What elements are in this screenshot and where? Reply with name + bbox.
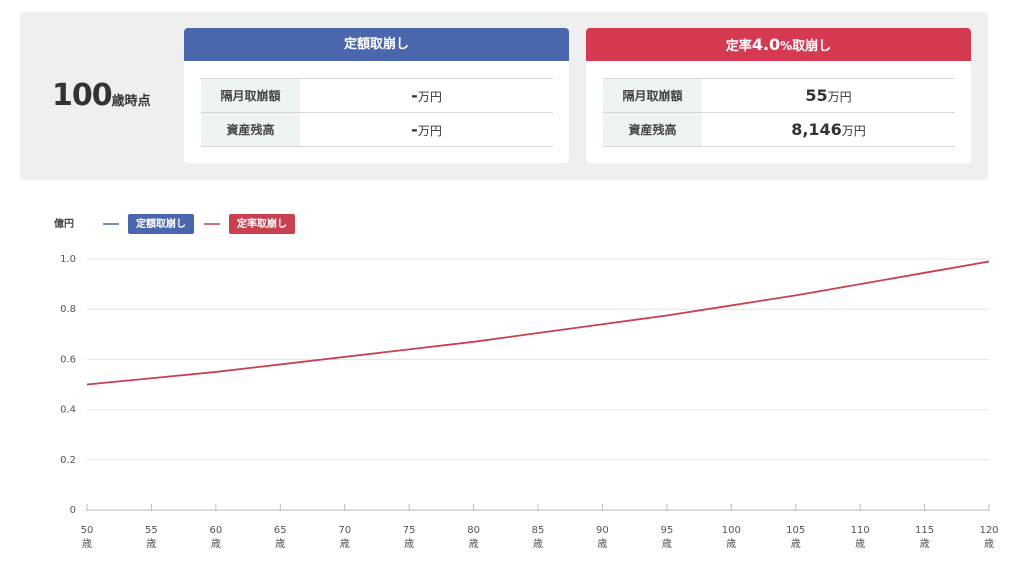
x-tick-label: 120	[979, 525, 998, 536]
x-tick-label: 80	[467, 525, 480, 536]
y-tick-label: 0.6	[60, 354, 76, 365]
row-value: 8,146万円	[702, 112, 955, 147]
row-value: -万円	[300, 78, 553, 113]
x-tick-unit: 歳	[662, 538, 672, 550]
title-part: 定率	[725, 39, 752, 54]
y-tick-label: 0	[70, 505, 76, 516]
x-tick-unit: 歳	[726, 538, 736, 550]
x-tick-label: 55	[145, 525, 158, 536]
series-line	[86, 260, 990, 386]
unit: 万円	[841, 124, 866, 138]
x-tick-label: 115	[915, 525, 934, 536]
value: 8,146	[791, 120, 842, 139]
x-tick-unit: 歳	[533, 538, 543, 550]
x-tick-unit: 歳	[469, 538, 479, 550]
x-tick-label: 100	[722, 525, 741, 536]
legend-badge	[229, 214, 295, 234]
card: 定額取崩し 隔月取崩額 -万円 資産残高 -万円	[184, 28, 569, 163]
card-title: 定額取崩し	[343, 37, 409, 52]
title-part: 取崩し	[792, 39, 832, 54]
x-tick-label: 105	[786, 525, 805, 536]
row-value: 55万円	[702, 78, 955, 113]
x-tick-unit: 歳	[275, 538, 285, 550]
legend-label: 定額取崩し	[136, 217, 186, 230]
row-label: 資産残高	[603, 112, 702, 147]
y-tick-label: 1.0	[60, 254, 76, 265]
row-value: -万円	[300, 112, 553, 147]
x-tick-label: 50	[81, 525, 94, 536]
card-table: 隔月取崩額 -万円 資産残高 -万円	[201, 78, 553, 147]
row-label: 資産残高	[201, 112, 300, 147]
x-tick-label: 85	[532, 525, 545, 536]
x-tick-label: 60	[209, 525, 222, 536]
x-tick-unit: 歳	[340, 538, 350, 550]
x-tick-unit: 歳	[211, 538, 221, 550]
y-axis-label: 億円	[54, 217, 74, 230]
x-tick-unit: 歳	[920, 538, 930, 550]
x-tick-unit: 歳	[82, 538, 92, 550]
value: 55	[805, 86, 828, 105]
value: -	[411, 86, 418, 105]
x-tick-label: 75	[403, 525, 416, 536]
x-tick-label: 95	[660, 525, 673, 536]
y-tick-label: 0.2	[60, 455, 76, 466]
y-tick-label: 0.4	[60, 405, 76, 416]
x-tick-label: 65	[274, 525, 287, 536]
card-header: 定率4.0%取崩し	[586, 28, 971, 61]
card-header: 定額取崩し	[184, 28, 569, 61]
value: -	[411, 120, 418, 139]
row-label: 隔月取崩額	[603, 78, 702, 113]
age-suffix: 歳時点	[111, 94, 151, 109]
x-tick-unit: 歳	[984, 538, 994, 550]
x-tick-unit: 歳	[855, 538, 865, 550]
x-tick-label: 110	[851, 525, 870, 536]
age: 100	[52, 78, 113, 113]
unit: 万円	[417, 90, 442, 104]
age-heading: 100歳時点	[52, 78, 151, 113]
chart: 億円 0 0.2 0.4 0.6 0.8 1.0 50 歳 55 歳 60 歳 65 歳 70 歳 75 歳 80 歳…	[54, 214, 999, 550]
card: 定率4.0%取崩し 隔月取崩額 55万円 資産残高 8,146万円	[586, 28, 971, 163]
unit: 万円	[417, 124, 442, 138]
x-tick-unit: 歳	[597, 538, 607, 550]
card-table: 隔月取崩額 55万円 資産残高 8,146万円	[603, 78, 955, 147]
x-tick-label: 70	[338, 525, 351, 536]
legend-label: 定率取崩し	[237, 217, 287, 230]
row-label: 隔月取崩額	[201, 78, 300, 113]
legend-badge	[128, 214, 194, 234]
x-tick-unit: 歳	[404, 538, 414, 550]
title-part: %	[780, 39, 793, 53]
x-tick-label: 90	[596, 525, 609, 536]
title-part: 4.0	[751, 35, 781, 54]
x-tick-unit: 歳	[146, 538, 156, 550]
x-tick-unit: 歳	[791, 538, 801, 550]
y-tick-label: 0.8	[60, 304, 76, 315]
unit: 万円	[827, 90, 852, 104]
